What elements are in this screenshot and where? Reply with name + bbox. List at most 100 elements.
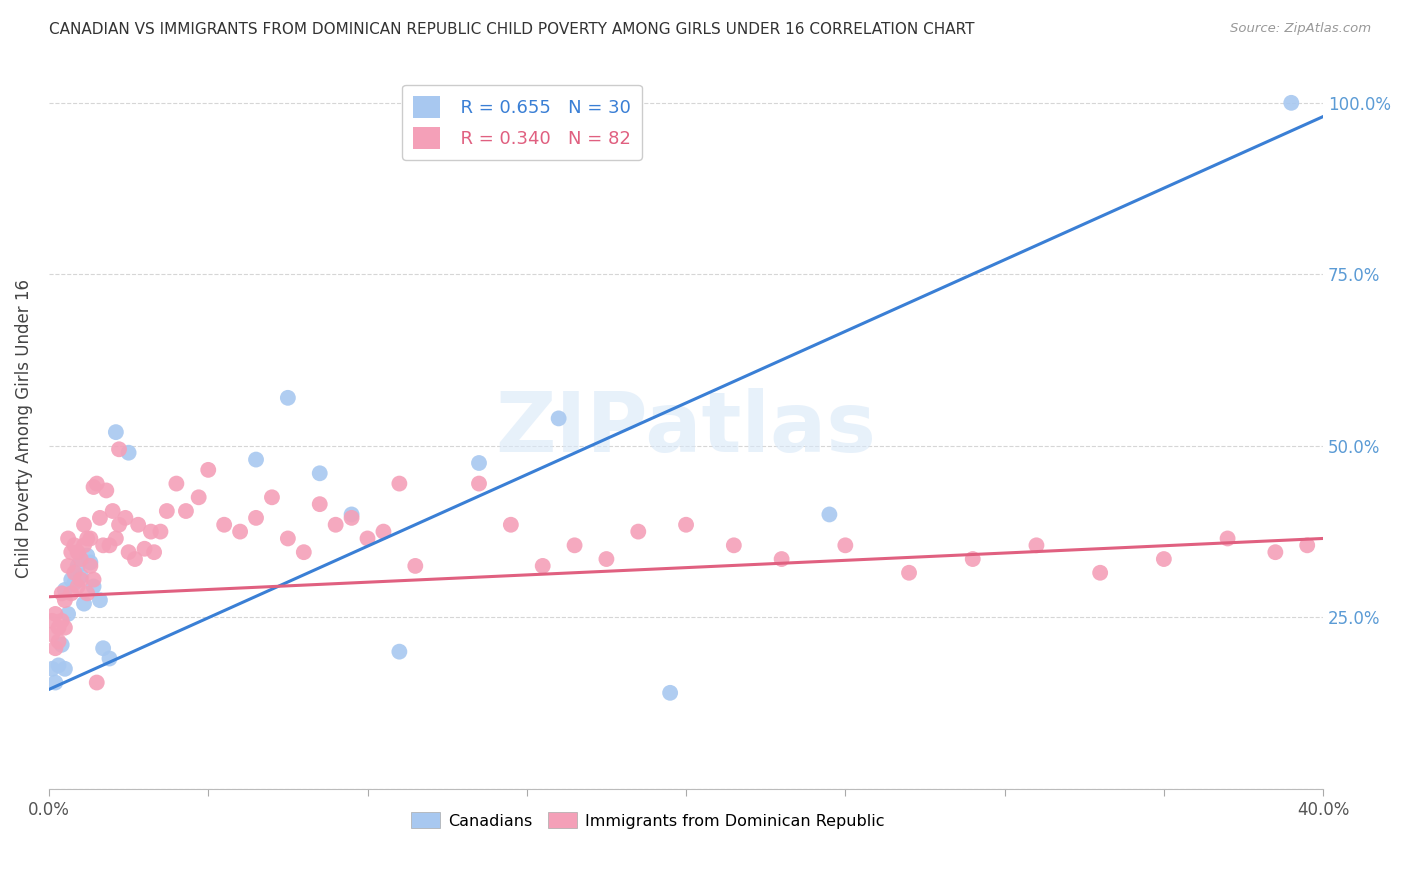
- Point: [1279, 95, 1302, 110]
- Point: [117, 545, 139, 559]
- Point: [356, 532, 378, 546]
- Point: [245, 511, 267, 525]
- Point: [89, 593, 111, 607]
- Point: [962, 552, 984, 566]
- Text: ZIPatlas: ZIPatlas: [495, 388, 876, 469]
- Point: [104, 425, 127, 439]
- Point: [627, 524, 650, 539]
- Point: [675, 517, 697, 532]
- Point: [388, 476, 411, 491]
- Point: [1216, 532, 1239, 546]
- Point: [63, 576, 86, 591]
- Point: [308, 467, 330, 481]
- Point: [86, 675, 108, 690]
- Point: [63, 538, 86, 552]
- Point: [66, 558, 89, 573]
- Point: [404, 558, 426, 573]
- Text: Source: ZipAtlas.com: Source: ZipAtlas.com: [1230, 22, 1371, 36]
- Point: [56, 607, 79, 621]
- Point: [53, 593, 76, 607]
- Text: CANADIAN VS IMMIGRANTS FROM DOMINICAN REPUBLIC CHILD POVERTY AMONG GIRLS UNDER 1: CANADIAN VS IMMIGRANTS FROM DOMINICAN RE…: [49, 22, 974, 37]
- Point: [51, 586, 73, 600]
- Point: [79, 558, 101, 573]
- Point: [83, 480, 105, 494]
- Point: [69, 552, 91, 566]
- Point: [53, 621, 76, 635]
- Point: [174, 504, 197, 518]
- Point: [44, 641, 66, 656]
- Point: [91, 538, 114, 552]
- Point: [1025, 538, 1047, 552]
- Point: [51, 614, 73, 628]
- Point: [139, 524, 162, 539]
- Point: [834, 538, 856, 552]
- Point: [83, 573, 105, 587]
- Point: [73, 517, 96, 532]
- Point: [41, 627, 63, 641]
- Point: [245, 452, 267, 467]
- Point: [373, 524, 395, 539]
- Point: [98, 651, 121, 665]
- Point: [108, 517, 131, 532]
- Point: [292, 545, 315, 559]
- Point: [79, 532, 101, 546]
- Point: [723, 538, 745, 552]
- Point: [127, 517, 149, 532]
- Point: [340, 511, 363, 525]
- Point: [595, 552, 617, 566]
- Point: [197, 463, 219, 477]
- Point: [149, 524, 172, 539]
- Point: [60, 586, 83, 600]
- Point: [547, 411, 569, 425]
- Point: [76, 549, 98, 563]
- Point: [69, 569, 91, 583]
- Point: [104, 532, 127, 546]
- Point: [143, 545, 166, 559]
- Point: [1264, 545, 1286, 559]
- Point: [1153, 552, 1175, 566]
- Point: [468, 476, 491, 491]
- Point: [53, 662, 76, 676]
- Point: [98, 538, 121, 552]
- Legend: Canadians, Immigrants from Dominican Republic: Canadians, Immigrants from Dominican Rep…: [405, 806, 891, 835]
- Point: [898, 566, 921, 580]
- Point: [69, 573, 91, 587]
- Point: [66, 545, 89, 559]
- Point: [86, 476, 108, 491]
- Point: [48, 658, 70, 673]
- Point: [277, 532, 299, 546]
- Point: [41, 662, 63, 676]
- Point: [499, 517, 522, 532]
- Point: [260, 491, 283, 505]
- Point: [73, 597, 96, 611]
- Point: [134, 541, 156, 556]
- Point: [229, 524, 252, 539]
- Point: [63, 566, 86, 580]
- Point: [659, 686, 682, 700]
- Point: [325, 517, 347, 532]
- Point: [818, 508, 841, 522]
- Point: [564, 538, 586, 552]
- Point: [388, 645, 411, 659]
- Point: [41, 614, 63, 628]
- Point: [76, 532, 98, 546]
- Point: [468, 456, 491, 470]
- Point: [48, 634, 70, 648]
- Point: [48, 621, 70, 635]
- Point: [60, 545, 83, 559]
- Point: [1088, 566, 1111, 580]
- Point: [1296, 538, 1319, 552]
- Point: [44, 675, 66, 690]
- Point: [108, 442, 131, 457]
- Point: [156, 504, 179, 518]
- Point: [770, 552, 793, 566]
- Point: [76, 586, 98, 600]
- Point: [117, 446, 139, 460]
- Point: [56, 558, 79, 573]
- Point: [73, 538, 96, 552]
- Point: [340, 508, 363, 522]
- Point: [114, 511, 136, 525]
- Point: [44, 607, 66, 621]
- Point: [83, 579, 105, 593]
- Point: [101, 504, 124, 518]
